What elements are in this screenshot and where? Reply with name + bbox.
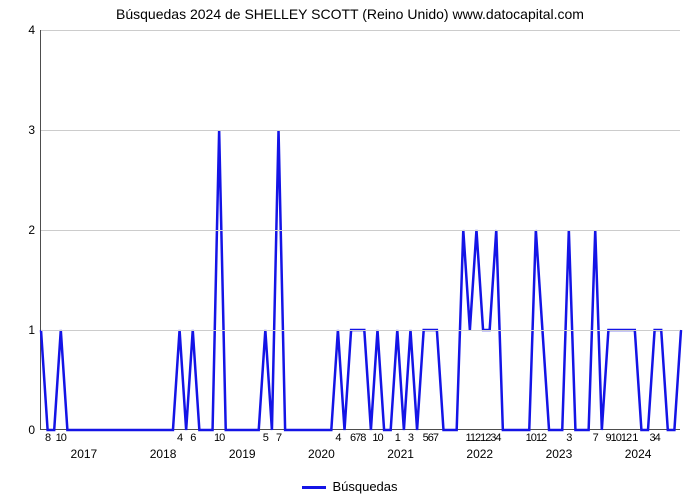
x-year-label: 2023 xyxy=(546,447,573,461)
x-month-label: 3 xyxy=(566,432,571,444)
x-year-label: 2021 xyxy=(387,447,414,461)
plot-area: 0123420172018201920202021202220232024810… xyxy=(40,30,680,430)
x-month-label: 10 xyxy=(372,432,382,444)
x-month-label: 10 xyxy=(214,432,224,444)
y-tick-label: 0 xyxy=(15,423,35,437)
x-year-label: 2024 xyxy=(625,447,652,461)
x-month-label: 678 xyxy=(350,432,365,444)
x-month-label: 5 xyxy=(263,432,268,444)
x-month-label: 34 xyxy=(649,432,659,444)
chart-title: Búsquedas 2024 de SHELLEY SCOTT (Reino U… xyxy=(0,6,700,22)
gridline xyxy=(41,230,680,231)
x-month-label: 1012 xyxy=(526,432,546,444)
x-month-label: 7 xyxy=(593,432,598,444)
y-tick-label: 2 xyxy=(15,223,35,237)
x-month-label: 1 xyxy=(632,432,637,444)
x-month-label: 4 xyxy=(335,432,340,444)
x-year-label: 2022 xyxy=(466,447,493,461)
legend: Búsquedas xyxy=(0,479,700,494)
gridline xyxy=(41,330,680,331)
x-month-label: 91012 xyxy=(606,432,632,444)
x-year-label: 2020 xyxy=(308,447,335,461)
x-month-label: 1121234 xyxy=(466,432,501,444)
legend-label: Búsquedas xyxy=(332,479,397,494)
x-month-label: 4 xyxy=(177,432,182,444)
x-year-label: 2019 xyxy=(229,447,256,461)
x-month-label: 7 xyxy=(276,432,281,444)
x-month-label: 10 xyxy=(56,432,66,444)
y-tick-label: 1 xyxy=(15,323,35,337)
chart-container: Búsquedas 2024 de SHELLEY SCOTT (Reino U… xyxy=(0,0,700,500)
x-year-label: 2018 xyxy=(150,447,177,461)
legend-swatch xyxy=(302,486,326,489)
gridline xyxy=(41,130,680,131)
x-month-label: 1 xyxy=(395,432,400,444)
y-tick-label: 3 xyxy=(15,123,35,137)
x-year-label: 2017 xyxy=(71,447,98,461)
x-month-label: 6 xyxy=(190,432,195,444)
y-tick-label: 4 xyxy=(15,23,35,37)
x-month-label: 8 xyxy=(45,432,50,444)
x-month-label: 567 xyxy=(423,432,438,444)
gridline xyxy=(41,30,680,31)
series-path xyxy=(41,130,681,430)
x-month-label: 3 xyxy=(408,432,413,444)
